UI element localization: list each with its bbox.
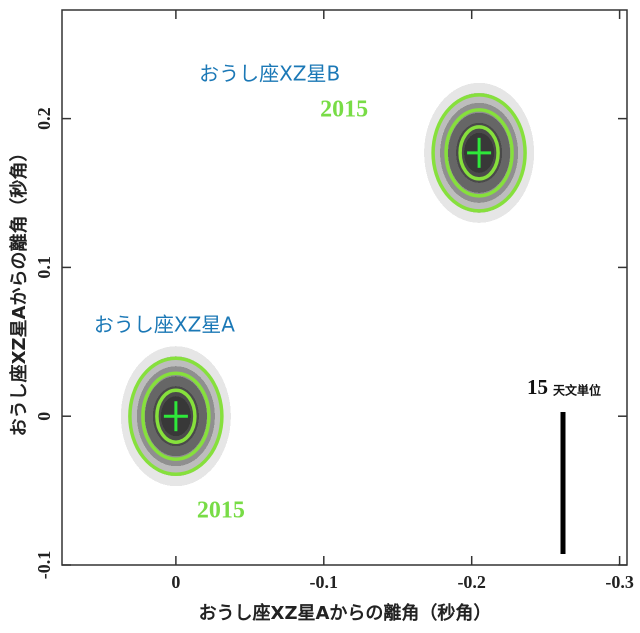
scale-bar-unit: 天文単位 <box>553 383 601 398</box>
source-year: 2015 <box>197 498 245 524</box>
source-marker <box>163 401 188 432</box>
contour <box>444 108 514 198</box>
contour <box>128 356 224 476</box>
contour <box>458 125 500 181</box>
y-tick-label: 0.1 <box>34 256 54 279</box>
y-tick-label: 0.2 <box>34 107 54 129</box>
plot-frame <box>61 9 628 566</box>
source-marker <box>467 137 492 168</box>
x-tick-label: -0.3 <box>605 572 634 592</box>
scale-bar-value: 15 <box>527 375 548 399</box>
source-name: おうし座XZ星B <box>199 61 340 85</box>
x-tick-label: -0.2 <box>457 572 486 592</box>
x-axis-label: おうし座XZ星Aからの離角（秒角） <box>199 602 492 624</box>
y-axis-label: おうし座XZ星Aからの離角（秒角） <box>8 144 30 437</box>
contour <box>431 93 527 213</box>
y-tick-label: -0.1 <box>34 551 54 580</box>
contour <box>155 388 197 444</box>
x-tick-label: 0 <box>171 572 180 592</box>
x-tick-label: -0.1 <box>310 572 339 592</box>
y-tick-label: 0 <box>34 412 54 421</box>
source-year: 2015 <box>320 96 368 122</box>
contour <box>141 371 211 461</box>
source-name: おうし座XZ星A <box>94 313 235 337</box>
